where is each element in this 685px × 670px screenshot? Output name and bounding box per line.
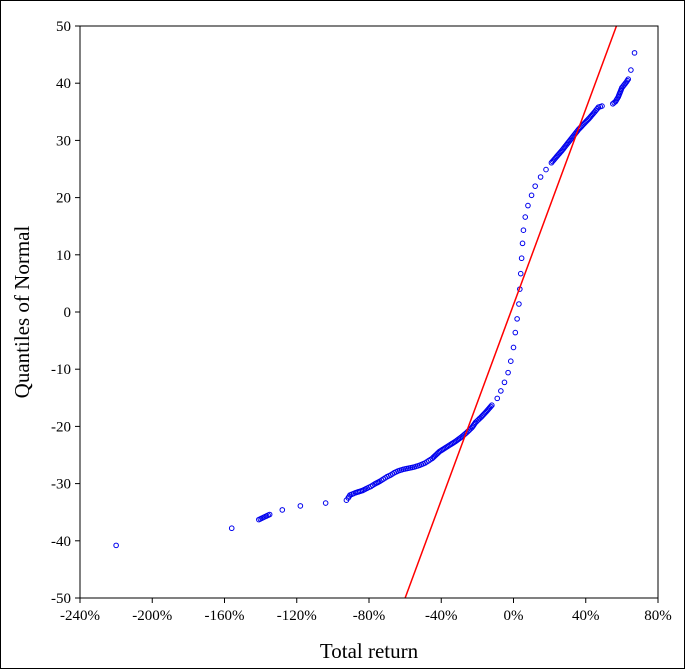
data-point [631,50,638,56]
scatter-series [113,50,638,549]
y-tick-label: 0 [64,305,72,321]
data-point [228,525,235,532]
data-point [517,270,524,277]
data-point [520,227,527,234]
x-tick-label: -40% [425,608,458,624]
data-point [522,214,529,220]
data-point [543,166,549,173]
y-axis-title: Quantiles of Normal [10,226,34,399]
data-point [512,329,519,336]
data-point [528,192,535,199]
data-point [518,255,525,262]
x-axis-title: Total return [320,639,419,663]
data-point [507,358,514,364]
plot-area-border [79,25,659,599]
y-tick-label: 10 [56,248,71,264]
data-point [498,388,504,394]
data-point [501,379,508,386]
y-tick-label: -20 [51,419,71,435]
x-tick-label: 0% [504,608,524,624]
x-tick-label: 40% [572,608,600,624]
data-point [494,395,501,402]
data-point [113,542,119,549]
data-point [525,202,531,209]
y-tick-label: 20 [56,191,71,207]
x-axis: -240% -200% -160% -120% -80% -40% 0% 40% 80% [60,598,672,624]
y-tick-label: 40 [56,76,71,92]
data-point [487,403,494,410]
x-tick-label: -80% [353,608,386,624]
x-tick-label: -200% [132,608,172,624]
data-point [279,507,286,513]
data-point [510,344,517,351]
data-point [625,76,631,82]
y-tick-label: -50 [51,591,71,607]
data-point [537,174,544,180]
y-tick-label: -30 [51,477,71,493]
y-tick-label: 50 [56,19,71,35]
y-axis: -50 -40 -30 -20 -10 0 10 20 30 40 50 [51,19,80,607]
data-point [297,503,304,509]
reference-line-layer [404,26,618,598]
y-tick-label: -40 [51,534,71,550]
x-tick-label: -240% [60,608,100,624]
data-point [514,316,520,322]
data-point [505,369,511,376]
data-point [628,67,634,73]
y-tick-label: 30 [56,133,71,149]
y-tick-label: -10 [51,362,71,378]
x-tick-label: 80% [644,608,672,624]
data-point [489,402,495,409]
data-point [532,183,538,189]
data-point [322,500,329,506]
data-point [266,511,273,518]
x-tick-label: -120% [277,608,317,624]
data-point [519,240,526,247]
data-point [599,103,605,109]
normal-reference-line [404,26,618,598]
data-point [516,301,522,307]
x-tick-label: -160% [205,608,245,624]
